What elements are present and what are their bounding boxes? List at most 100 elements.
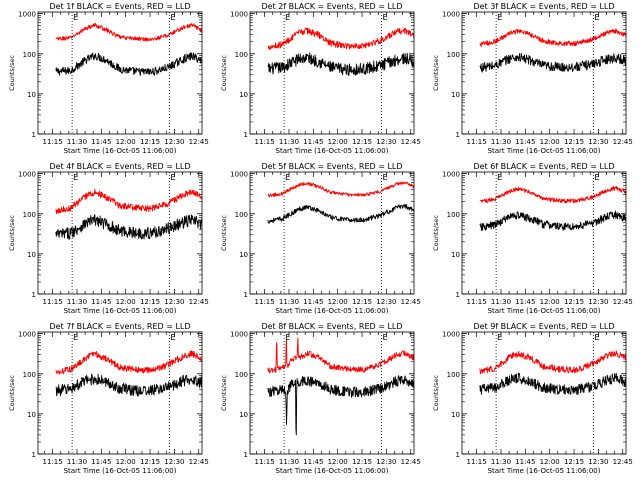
x-axis-label: Start Time (16-Oct-05 11:06:00): [64, 307, 177, 315]
x-tick-label: 11:45: [303, 138, 323, 146]
y-tick-label: 1: [456, 451, 460, 459]
series-line-lld: [55, 22, 202, 42]
series-line-lld: [267, 27, 414, 50]
x-tick-label: 12:15: [564, 458, 584, 466]
plot-frame: [249, 331, 415, 455]
panel-title: Det 6f BLACK = Events, RED = LLD: [473, 162, 614, 171]
y-tick-label: 10: [27, 251, 36, 259]
x-tick-label: 12:00: [116, 458, 136, 466]
series-line-events: [479, 372, 626, 396]
y-axis-label: Counts/sec: [8, 375, 16, 411]
panel-title: Det 4f BLACK = Events, RED = LLD: [49, 162, 190, 171]
x-tick-label: 12:00: [116, 138, 136, 146]
x-tick-label: 11:30: [491, 138, 511, 146]
series-line-lld: [479, 350, 626, 375]
y-tick-label: 100: [23, 211, 36, 219]
detector-panel-3: Det 3f BLACK = Events, RED = LLD 1 10 100 10…: [432, 2, 633, 155]
event-marker-label: E: [497, 13, 502, 22]
x-axis-label: Start Time (16-Oct-05 11:06:00): [276, 467, 389, 475]
x-tick-label: 12:45: [189, 298, 209, 306]
series-line-events: [479, 52, 626, 73]
y-tick-label: 10: [451, 251, 460, 259]
x-tick-label: 12:45: [401, 298, 421, 306]
x-tick-label: 12:15: [140, 458, 160, 466]
y-tick-label: 100: [447, 371, 460, 379]
series-line-events: [55, 373, 202, 397]
y-tick-label: 10: [239, 251, 248, 259]
y-tick-label: 1000: [230, 11, 248, 19]
series-group: [55, 350, 202, 397]
x-tick-label: 11:15: [467, 458, 487, 466]
y-tick-label: 1000: [230, 331, 248, 339]
x-tick-label: 12:45: [189, 458, 209, 466]
event-marker-label: E: [171, 333, 176, 342]
event-marker-label: E: [595, 173, 600, 182]
x-tick-label: 12:30: [376, 138, 396, 146]
detector-panel-2: Det 2f BLACK = Events, RED = LLD 1 10 100 10…: [220, 2, 421, 155]
y-tick-label: 10: [239, 91, 248, 99]
y-tick-label: 10: [239, 411, 248, 419]
event-marker-label: E: [497, 333, 502, 342]
series-group: [479, 186, 626, 232]
series-group: [267, 337, 414, 436]
event-marker-label: E: [73, 13, 78, 22]
series-line-events: [55, 214, 202, 240]
x-tick-label: 12:15: [352, 298, 372, 306]
plot-frame: [37, 11, 203, 135]
x-tick-label: 12:00: [540, 138, 560, 146]
x-tick-label: 12:45: [613, 298, 633, 306]
event-marker-label: E: [171, 173, 176, 182]
series-group: [479, 350, 626, 396]
x-tick-label: 11:15: [255, 458, 275, 466]
x-tick-label: 12:30: [588, 298, 608, 306]
series-line-lld: [267, 181, 414, 198]
series-line-lld: [479, 28, 626, 48]
y-tick-label: 100: [447, 51, 460, 59]
x-tick-label: 12:30: [164, 138, 184, 146]
event-marker-label: E: [383, 13, 388, 22]
series-group: [267, 27, 414, 76]
x-tick-label: 11:45: [515, 138, 535, 146]
event-marker-label: E: [285, 333, 290, 342]
y-tick-label: 1: [32, 291, 36, 299]
x-axis-label: Start Time (16-Oct-05 11:06:00): [488, 467, 601, 475]
series-line-events: [267, 203, 414, 224]
panel-title: Det 3f BLACK = Events, RED = LLD: [473, 2, 614, 11]
panel-title: Det 2f BLACK = Events, RED = LLD: [261, 2, 402, 11]
plot-frame: [461, 171, 627, 295]
x-tick-label: 12:30: [376, 298, 396, 306]
x-tick-label: 11:45: [91, 458, 111, 466]
x-tick-label: 11:15: [467, 138, 487, 146]
x-tick-label: 12:30: [588, 458, 608, 466]
y-axis-label: Counts/sec: [432, 375, 440, 411]
x-tick-label: 12:00: [116, 298, 136, 306]
series-line-lld: [267, 337, 414, 374]
y-tick-label: 1000: [18, 331, 36, 339]
x-axis-label: Start Time (16-Oct-05 11:06:00): [276, 307, 389, 315]
detector-panel-7: Det 7f BLACK = Events, RED = LLD 1 10 100 10…: [8, 322, 209, 475]
y-tick-label: 1000: [442, 11, 460, 19]
event-marker-label: E: [171, 13, 176, 22]
series-line-events: [267, 375, 414, 436]
y-tick-label: 10: [451, 91, 460, 99]
y-tick-label: 1: [32, 451, 36, 459]
event-marker-label: E: [595, 13, 600, 22]
y-axis-label: Counts/sec: [8, 55, 16, 91]
x-axis-label: Start Time (16-Oct-05 11:06:00): [276, 147, 389, 155]
x-tick-label: 12:45: [613, 138, 633, 146]
y-tick-label: 100: [235, 371, 248, 379]
x-tick-label: 11:45: [91, 298, 111, 306]
series-group: [55, 22, 202, 77]
y-tick-label: 1: [456, 131, 460, 139]
x-axis-label: Start Time (16-Oct-05 11:06:00): [488, 147, 601, 155]
x-tick-label: 11:45: [515, 298, 535, 306]
series-group: [267, 181, 414, 224]
y-tick-label: 10: [27, 91, 36, 99]
x-tick-label: 11:30: [279, 298, 299, 306]
y-axis-label: Counts/sec: [220, 215, 228, 251]
series-line-events: [479, 210, 626, 232]
x-tick-label: 11:30: [67, 138, 87, 146]
x-tick-label: 12:00: [540, 458, 560, 466]
detector-panel-1: Det 1f BLACK = Events, RED = LLD 1 10 100 10…: [8, 2, 209, 155]
y-tick-label: 1: [456, 291, 460, 299]
